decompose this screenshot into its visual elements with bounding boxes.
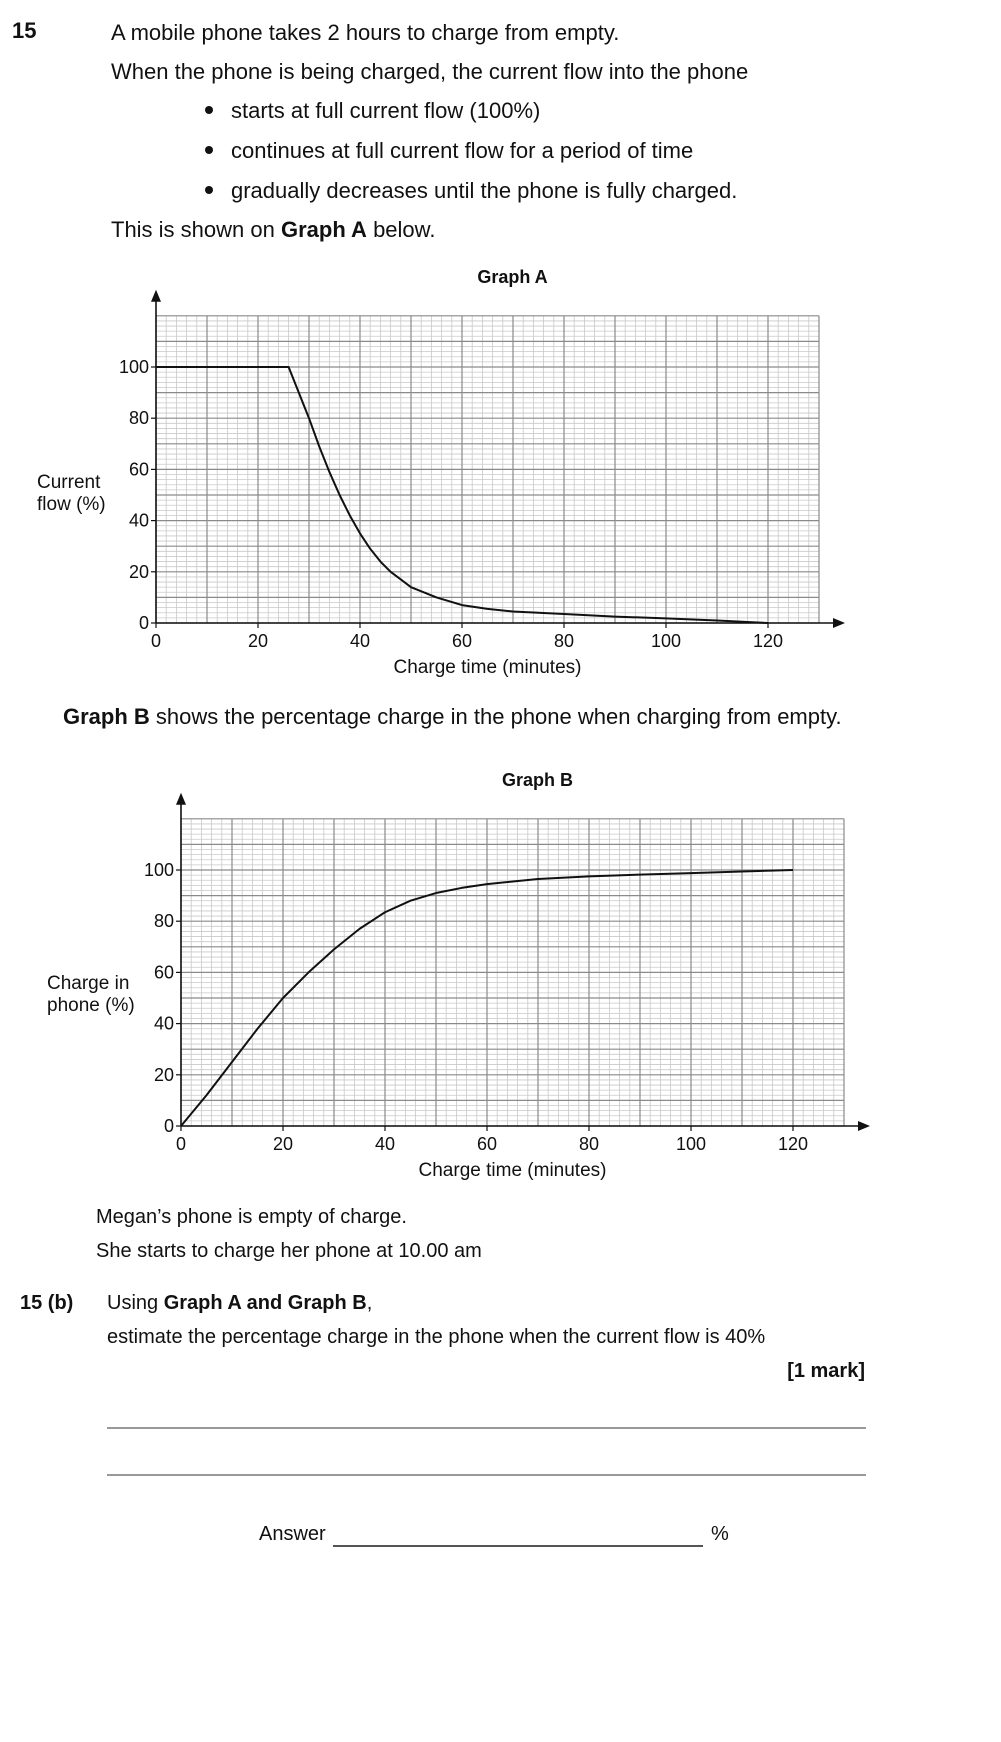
x-tick-label: 20	[248, 631, 268, 651]
graph-b-chart: 0 20 40 60 80 100 120 0 20 40 60 80 100 Graph B Charge…	[47, 770, 870, 1181]
plot-area	[155, 315, 820, 624]
part-b-line-2: estimate the percentage charge in the ph…	[107, 1326, 766, 1348]
x-tick-label: 60	[452, 631, 472, 651]
x-tick-label: 120	[753, 631, 783, 651]
y-tick-label: 40	[129, 511, 149, 531]
answer-unit: %	[711, 1523, 729, 1545]
question-number: 15	[12, 18, 37, 43]
x-tick-label: 80	[554, 631, 574, 651]
x-tick-label: 0	[176, 1134, 186, 1154]
y-tick-label: 40	[154, 1014, 174, 1034]
bullet-text: gradually decreases until the phone is f…	[231, 178, 738, 203]
x-axis-label: Charge time (minutes)	[394, 657, 582, 678]
answer-label: Answer	[259, 1523, 326, 1545]
y-tick-label: 0	[139, 613, 149, 633]
graph-b-intro: Graph B shows the percentage charge in t…	[63, 704, 842, 730]
graph-b-intro-rest: shows the percentage charge in the phone…	[149, 704, 842, 729]
x-axis-arrow-icon	[833, 618, 845, 628]
megan-line-2: She starts to charge her phone at 10.00 …	[96, 1240, 482, 1262]
x-tick-label: 100	[676, 1134, 706, 1154]
y-tick-label: 80	[129, 408, 149, 428]
part-b-line1-bold: Graph A and Graph B	[163, 1292, 367, 1314]
part-b-line-1: Using Graph A and Graph B,	[107, 1292, 372, 1315]
bullet-icon	[205, 146, 213, 155]
y-tick-label: 20	[154, 1065, 174, 1085]
megan-line-1: Megan’s phone is empty of charge.	[96, 1206, 407, 1228]
x-tick-label: 60	[477, 1134, 497, 1154]
graph-a-ref-prefix: This is shown on	[111, 217, 281, 242]
bullet-item: gradually decreases until the phone is f…	[205, 178, 737, 204]
part-b-line1-prefix: Using	[107, 1292, 164, 1314]
x-axis-arrow-icon	[858, 1121, 870, 1131]
y-axis-arrow-icon	[176, 792, 186, 805]
part-b-label: 15 (b)	[20, 1292, 74, 1314]
y-axis-label: Current flow (%)	[37, 472, 106, 515]
y-tick-label: 100	[144, 860, 174, 880]
bullet-icon	[205, 186, 213, 195]
graph-a-ref-suffix: below.	[366, 217, 436, 242]
y-tick-label: 0	[164, 1116, 174, 1136]
bullet-icon	[205, 106, 213, 115]
y-tick-label: 60	[154, 962, 174, 982]
intro-line-2: When the phone is being charged, the cur…	[111, 59, 749, 84]
y-axis-arrow-icon	[151, 289, 161, 302]
working-line[interactable]	[107, 1427, 866, 1429]
intro-line-1: A mobile phone takes 2 hours to charge f…	[111, 20, 620, 45]
x-tick-label: 20	[273, 1134, 293, 1154]
bullet-text: starts at full current flow (100%)	[231, 98, 541, 123]
x-tick-label: 40	[350, 631, 370, 651]
x-tick-label: 0	[151, 631, 161, 651]
graph-a-chart: 0 20 40 60 80 100 120 0 20 40 60 80 100 Graph A Charge…	[37, 267, 845, 678]
x-tick-label: 120	[778, 1134, 808, 1154]
x-tick-label: 100	[651, 631, 681, 651]
x-tick-label: 80	[579, 1134, 599, 1154]
y-tick-label: 20	[129, 562, 149, 582]
marks-label: [1 mark]	[787, 1360, 865, 1382]
answer-input-line[interactable]	[333, 1545, 703, 1547]
x-tick-label: 40	[375, 1134, 395, 1154]
graph-a-ref-bold: Graph A	[280, 217, 367, 242]
chart-title: Graph B	[502, 770, 573, 790]
chart-title: Graph A	[477, 267, 547, 287]
bullet-item: starts at full current flow (100%)	[205, 98, 540, 124]
graph-b-intro-bold: Graph B	[63, 704, 150, 729]
y-tick-label: 100	[119, 357, 149, 377]
y-axis-label: Charge in phone (%)	[47, 973, 135, 1016]
y-tick-label: 80	[154, 911, 174, 931]
x-axis-label: Charge time (minutes)	[419, 1160, 607, 1181]
y-tick-label: 60	[129, 459, 149, 479]
working-line[interactable]	[107, 1474, 866, 1476]
part-b-line1-suffix: ,	[366, 1292, 373, 1314]
plot-area	[180, 818, 845, 1127]
graph-a-reference: This is shown on Graph A below.	[111, 217, 435, 243]
bullet-item: continues at full current flow for a per…	[205, 138, 693, 164]
bullet-text: continues at full current flow for a per…	[231, 138, 694, 163]
